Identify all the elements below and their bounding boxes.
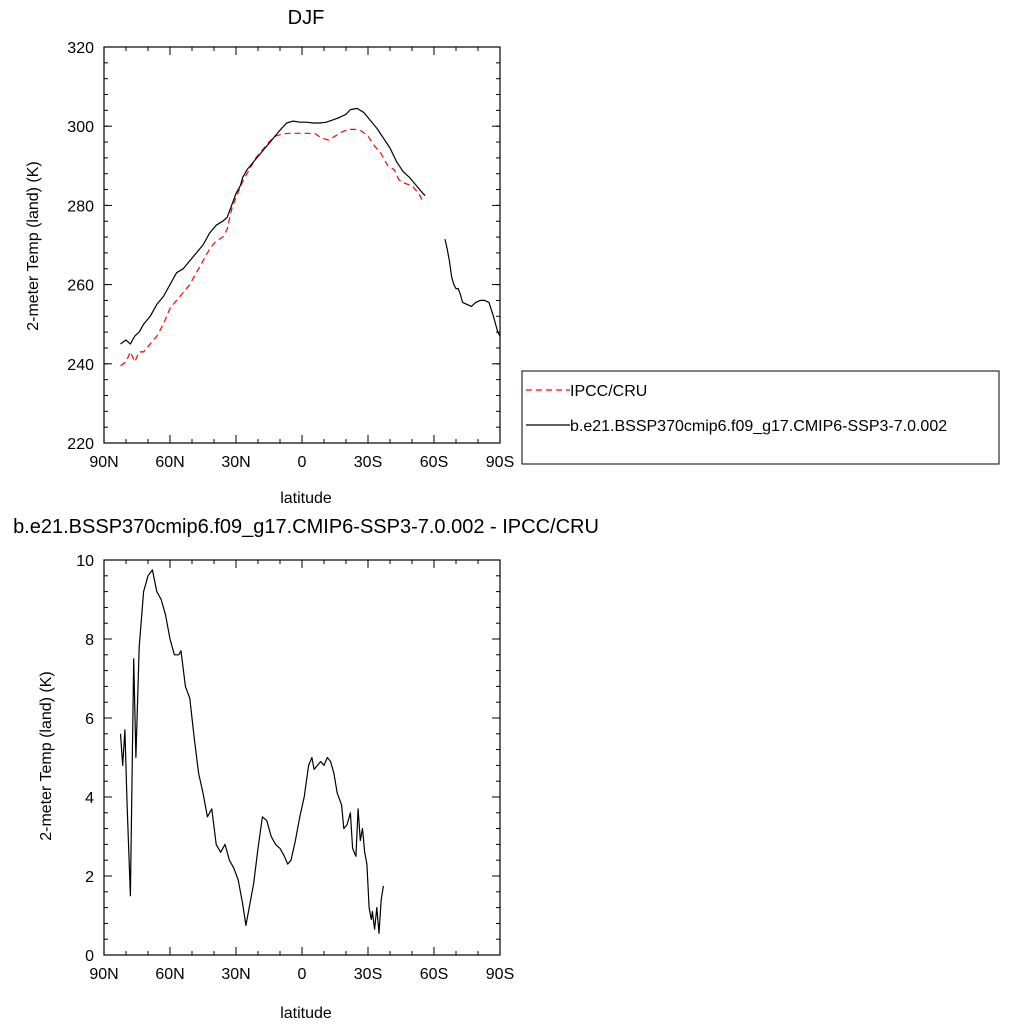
x-tick-label: 90S [486,454,514,471]
series-line-0 [119,569,384,934]
x-tick-label: 60S [420,966,448,983]
top-y-axis-label: 2-meter Temp (land) (K) [25,161,42,331]
top-panel: DJF 90N 60N 30N 0 30S 60S 90S 220 240 260 280 300 32… [25,7,514,507]
y-tick-label: 6 [85,711,94,728]
legend-box [521,370,1000,465]
x-tick-label: 30S [354,966,382,983]
series-line-1 [444,238,501,337]
x-tick-label: 90N [89,966,118,983]
bottom-x-axis-label: latitude [280,1005,332,1022]
x-tick-label: 60S [420,454,448,471]
bottom-y-axis-label: 2-meter Temp (land) (K) [38,671,55,841]
y-tick-label: 4 [85,790,94,807]
legend: IPCC/CRU b.e21.BSSP370cmip6.f09_g17.CMIP… [521,370,1000,465]
bottom-chart-title: b.e21.BSSP370cmip6.f09_g17.CMIP6-SSP3-7.… [13,516,599,538]
top-plot-area: 90N 60N 30N 0 30S 60S 90S 220 240 260 280 300 320 [67,40,514,471]
plot-frame [103,46,501,444]
y-tick-label: 240 [67,357,94,374]
y-tick-label: 10 [76,553,94,570]
y-tick-label: 8 [85,632,94,649]
y-tick-label: 260 [67,278,94,295]
x-tick-label: 0 [298,454,307,471]
y-tick-label: 0 [85,948,94,965]
x-tick-label: 60N [155,454,184,471]
series-line-0 [120,128,426,367]
x-tick-label: 30N [221,454,250,471]
y-tick-label: 300 [67,119,94,136]
top-chart-title: DJF [288,7,325,29]
bottom-panel: b.e21.BSSP370cmip6.f09_g17.CMIP6-SSP3-7.… [13,516,599,1022]
y-tick-label: 220 [67,436,94,453]
legend-label-ipcc-cru: IPCC/CRU [570,383,647,400]
x-tick-label: 30N [221,966,250,983]
series-line-1 [120,107,426,345]
x-tick-label: 60N [155,966,184,983]
x-tick-label: 90N [89,454,118,471]
x-tick-label: 0 [298,966,307,983]
y-tick-label: 320 [67,40,94,57]
bottom-plot-area: 90N 60N 30N 0 30S 60S 90S 0 2 4 6 8 10 [76,553,514,983]
y-tick-label: 280 [67,198,94,215]
plot-frame [103,559,501,956]
y-tick-label: 2 [85,869,94,886]
legend-label-model: b.e21.BSSP370cmip6.f09_g17.CMIP6-SSP3-7.… [570,418,947,435]
x-tick-label: 30S [354,454,382,471]
top-x-axis-label: latitude [280,490,332,507]
x-tick-label: 90S [486,966,514,983]
